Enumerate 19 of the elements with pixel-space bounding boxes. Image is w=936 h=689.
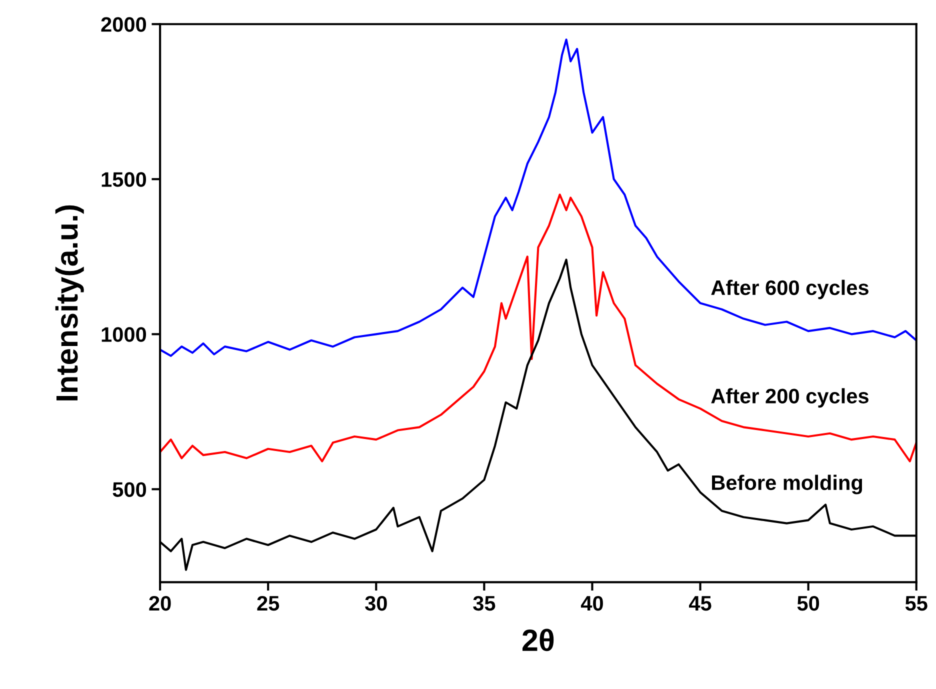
- series-label: After 200 cycles: [711, 388, 868, 408]
- x-axis-title: 2θ: [522, 628, 554, 652]
- y-tick-label: 2000: [101, 17, 146, 32]
- y-tick-label: 1500: [102, 172, 146, 187]
- line-series: [160, 194, 916, 462]
- series-label: Before molding: [712, 474, 862, 494]
- x-tick-label: 55: [905, 596, 928, 611]
- x-tick-label: 40: [580, 596, 603, 611]
- y-tick-label: 1000: [102, 327, 146, 342]
- line-series: [160, 38, 916, 357]
- x-tick-label: 25: [257, 596, 280, 611]
- y-tick-label: 500: [112, 482, 146, 497]
- x-tick-label: 20: [149, 596, 171, 611]
- x-tick-label: 35: [473, 596, 496, 611]
- x-tick-label: 50: [797, 596, 820, 611]
- y-axis-title: Intensity(a.u.): [55, 205, 84, 400]
- x-tick-label: 45: [688, 596, 712, 611]
- x-tick-label: 30: [365, 596, 387, 611]
- series-label: After 600 cycles: [711, 280, 868, 300]
